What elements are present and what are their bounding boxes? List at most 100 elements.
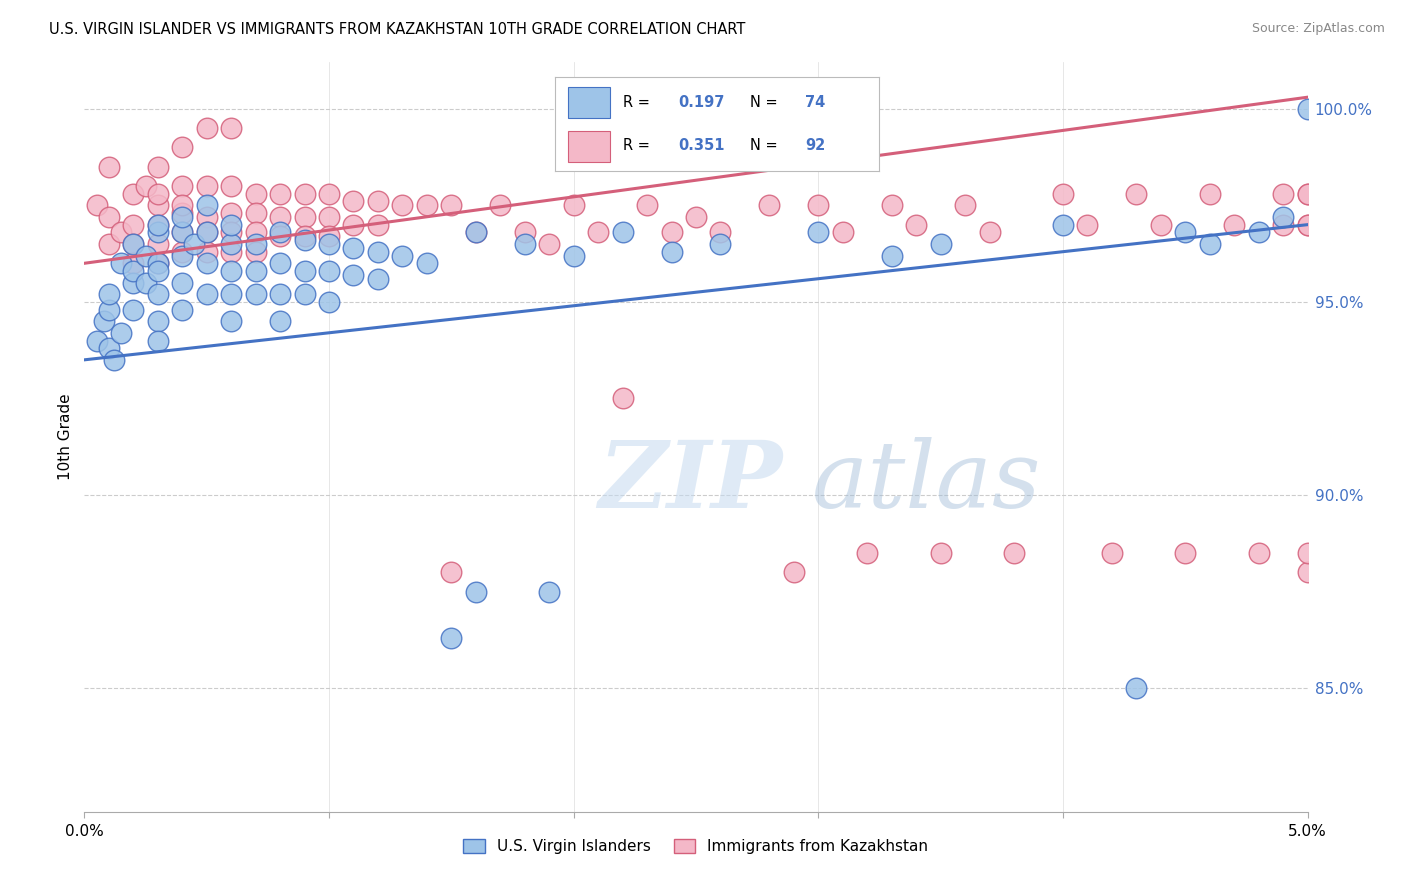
Point — [612, 392, 634, 406]
Point — [391, 198, 413, 212]
Point — [1125, 681, 1147, 695]
Text: Source: ZipAtlas.com: Source: ZipAtlas.com — [1251, 22, 1385, 36]
Point — [172, 302, 194, 317]
Point — [135, 179, 157, 194]
Point — [245, 206, 267, 220]
Point — [172, 198, 194, 212]
Point — [661, 244, 683, 259]
Point — [1052, 218, 1074, 232]
Point — [172, 244, 194, 259]
Point — [219, 206, 242, 220]
Point — [219, 179, 242, 194]
Point — [146, 226, 169, 240]
Point — [318, 264, 340, 278]
Point — [146, 198, 169, 212]
Point — [219, 237, 242, 252]
Point — [245, 226, 267, 240]
Point — [122, 276, 145, 290]
Point — [269, 210, 291, 224]
Point — [172, 226, 194, 240]
Point — [342, 241, 364, 255]
Point — [1198, 237, 1220, 252]
Point — [97, 341, 120, 355]
Point — [122, 256, 145, 270]
Point — [97, 210, 120, 224]
Point — [172, 179, 194, 194]
Point — [367, 271, 389, 285]
Point — [1223, 218, 1246, 232]
Point — [294, 233, 316, 247]
Text: U.S. VIRGIN ISLANDER VS IMMIGRANTS FROM KAZAKHSTAN 10TH GRADE CORRELATION CHART: U.S. VIRGIN ISLANDER VS IMMIGRANTS FROM … — [49, 22, 745, 37]
Point — [367, 218, 389, 232]
Point — [97, 160, 120, 174]
Point — [219, 287, 242, 301]
Point — [612, 226, 634, 240]
Point — [146, 237, 169, 252]
Point — [219, 226, 242, 240]
Point — [172, 248, 194, 262]
Point — [110, 326, 132, 340]
Point — [489, 198, 512, 212]
Point — [513, 237, 536, 252]
Point — [219, 244, 242, 259]
Y-axis label: 10th Grade: 10th Grade — [58, 393, 73, 481]
Point — [146, 256, 169, 270]
Point — [464, 226, 486, 240]
Point — [294, 229, 316, 244]
Point — [685, 210, 707, 224]
Point — [146, 186, 169, 201]
Point — [1150, 218, 1173, 232]
Point — [219, 314, 242, 328]
Point — [122, 237, 145, 252]
Point — [269, 314, 291, 328]
Text: ZIP: ZIP — [598, 437, 782, 527]
Point — [183, 237, 205, 252]
Point — [195, 121, 218, 136]
Point — [269, 229, 291, 244]
Point — [195, 210, 218, 224]
Point — [538, 237, 561, 252]
Point — [245, 237, 267, 252]
Point — [195, 256, 218, 270]
Point — [172, 210, 194, 224]
Point — [318, 186, 340, 201]
Point — [1272, 186, 1295, 201]
Point — [146, 287, 169, 301]
Point — [1296, 546, 1319, 560]
Point — [146, 218, 169, 232]
Point — [636, 198, 658, 212]
Point — [294, 264, 316, 278]
Point — [269, 186, 291, 201]
Point — [122, 186, 145, 201]
Point — [110, 256, 132, 270]
Text: atlas: atlas — [813, 437, 1042, 527]
Point — [318, 237, 340, 252]
Point — [146, 218, 169, 232]
Point — [93, 314, 115, 328]
Point — [807, 226, 830, 240]
Point — [464, 226, 486, 240]
Point — [195, 244, 218, 259]
Point — [146, 160, 169, 174]
Point — [146, 264, 169, 278]
Point — [195, 179, 218, 194]
Point — [880, 198, 903, 212]
Point — [464, 584, 486, 599]
Point — [856, 546, 879, 560]
Point — [538, 584, 561, 599]
Point — [195, 226, 218, 240]
Point — [1272, 210, 1295, 224]
Point — [86, 334, 108, 348]
Point — [172, 276, 194, 290]
Point — [269, 287, 291, 301]
Point — [1101, 546, 1123, 560]
Point — [1002, 546, 1025, 560]
Point — [709, 237, 731, 252]
Point — [929, 546, 952, 560]
Point — [807, 198, 830, 212]
Point — [172, 206, 194, 220]
Point — [758, 198, 780, 212]
Point — [367, 194, 389, 209]
Point — [269, 226, 291, 240]
Point — [269, 256, 291, 270]
